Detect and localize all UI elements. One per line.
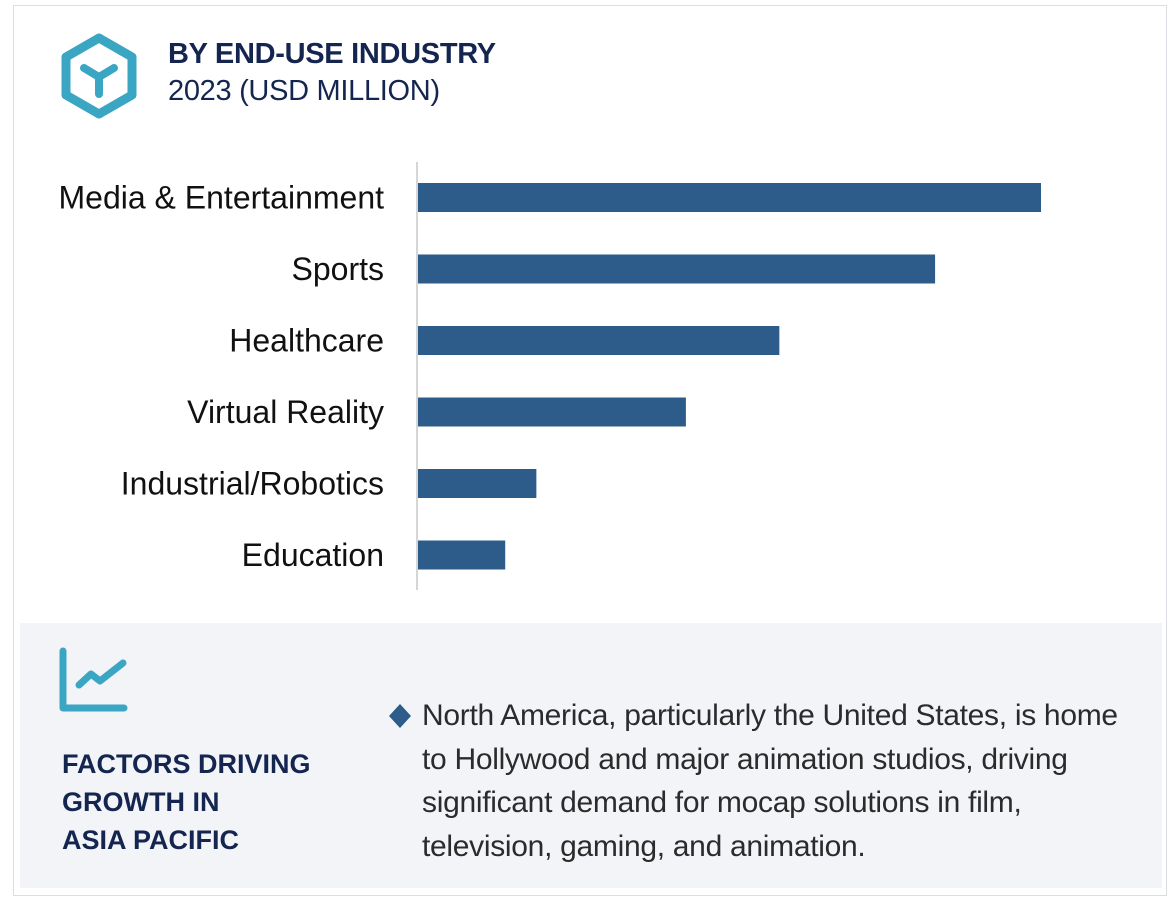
hexagon-y-icon <box>61 33 137 119</box>
panel-title-line: FACTORS DRIVING <box>62 749 311 779</box>
bar-media-entertainment <box>418 183 1041 212</box>
panel-description: North America, particularly the United S… <box>422 699 1118 863</box>
bar-chart: Media & Entertainment Sports Healthcare Vir… <box>59 162 1041 590</box>
panel-title-line: ASIA PACIFIC <box>62 825 240 855</box>
chart-subtitle: 2023 (USD MILLION) <box>168 75 440 107</box>
category-label: Education <box>242 537 384 573</box>
category-label: Healthcare <box>229 323 384 359</box>
bar-education <box>418 540 506 570</box>
factors-panel <box>20 623 1162 888</box>
trend-chart-icon <box>59 647 128 712</box>
category-label: Media & Entertainment <box>59 180 385 216</box>
bar-sports <box>418 254 936 284</box>
diamond-bullet-icon <box>389 704 411 728</box>
chart-title: BY END-USE INDUSTRY <box>168 38 496 70</box>
bar-virtual-reality <box>418 397 686 427</box>
category-label: Sports <box>292 251 384 287</box>
panel-title-line: GROWTH IN <box>62 787 220 817</box>
category-label: Virtual Reality <box>187 394 384 430</box>
category-label: Industrial/Robotics <box>121 466 384 502</box>
bar-industrial-robotics <box>418 469 537 498</box>
panel-title: FACTORS DRIVING GROWTH IN ASIA PACIFIC <box>62 745 362 859</box>
bar-healthcare <box>418 326 780 355</box>
